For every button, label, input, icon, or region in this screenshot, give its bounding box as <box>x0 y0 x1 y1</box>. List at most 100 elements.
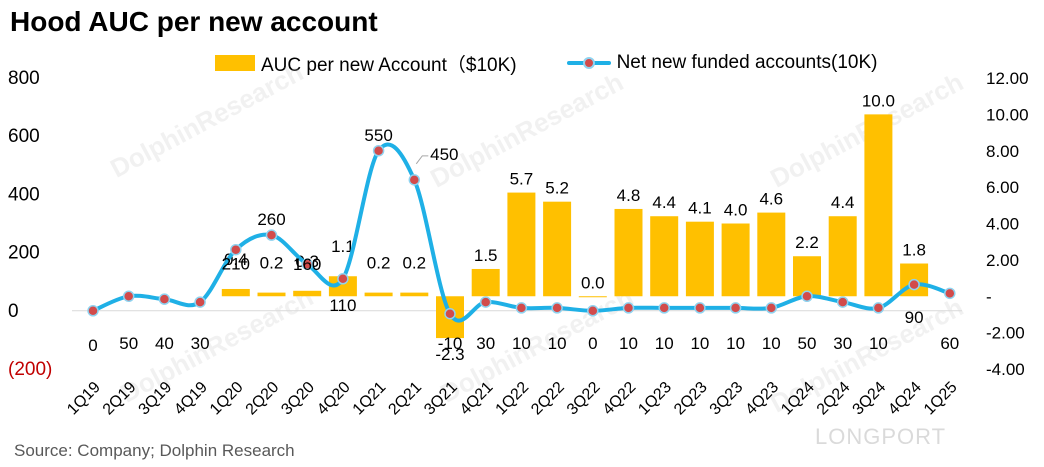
line-data-label: 0 <box>88 336 97 355</box>
line-point <box>158 293 171 305</box>
x-axis-tick-label: 3Q19 <box>136 379 176 419</box>
x-axis-tick-label: 3Q24 <box>850 379 890 419</box>
left-axis-tick-label: 600 <box>8 126 40 147</box>
x-axis-tick-label: 2Q19 <box>100 379 140 419</box>
left-axis-tick-label: 800 <box>8 68 40 89</box>
line-point <box>444 307 456 320</box>
source-note: Source: Company; Dolphin Research <box>14 441 295 460</box>
x-axis-tick-label: 1Q23 <box>635 379 675 419</box>
line-data-label: -10 <box>438 334 463 353</box>
line-data-label: 10 <box>762 334 781 353</box>
line-data-label: 10 <box>512 334 531 353</box>
line-point <box>122 290 135 302</box>
bar-data-label: 5.7 <box>510 170 534 189</box>
bar <box>614 208 643 297</box>
line-data-label: 10 <box>726 334 745 353</box>
right-axis-tick-label: 12.00 <box>986 69 1029 88</box>
bar-data-label: 4.0 <box>724 201 748 220</box>
line-data-label: 30 <box>476 334 495 353</box>
right-axis-tick-label: 4.00 <box>986 215 1019 234</box>
line-point <box>836 296 849 308</box>
line-data-label: 50 <box>119 334 138 353</box>
right-axis-tick-label: 2.00 <box>986 251 1019 270</box>
line-data-label: 0 <box>588 334 597 353</box>
x-axis-tick-label: 4Q23 <box>742 379 782 419</box>
line-data-label: 110 <box>329 296 356 315</box>
line-data-label: 10 <box>869 334 888 353</box>
bar <box>721 223 750 297</box>
legend: AUC per new Account（$10K) Net new funded… <box>215 52 878 76</box>
line-data-label: 90 <box>905 308 924 327</box>
x-axis-tick-label: 1Q24 <box>778 379 818 419</box>
bar-data-label: 4.4 <box>831 193 855 212</box>
bar-data-label: 1.5 <box>474 246 498 265</box>
line-point <box>622 302 635 314</box>
bar-data-label: -2.3 <box>435 345 464 364</box>
bar-data-label: 10.0 <box>862 91 895 110</box>
line-data-label: 10 <box>619 334 638 353</box>
bar <box>257 292 286 297</box>
line-data-label: 260 <box>257 210 285 229</box>
bar-data-label: 1.1 <box>331 237 355 256</box>
line-point <box>337 273 349 285</box>
line-point <box>587 305 599 317</box>
line-point <box>551 302 563 314</box>
bar <box>650 216 679 297</box>
left-axis-tick-label: 0 <box>8 301 19 322</box>
right-axis-tick-label: -2.00 <box>986 324 1025 343</box>
label-leader-line <box>415 155 429 165</box>
legend-bar-swatch <box>215 55 255 71</box>
bar-data-label: 4.1 <box>688 199 712 218</box>
x-axis-tick-label: 4Q21 <box>457 379 497 419</box>
bar <box>685 221 714 297</box>
bar-data-label: 0.0 <box>581 273 605 292</box>
left-axis-tick-label: (200) <box>8 359 52 380</box>
bar <box>471 268 500 297</box>
legend-line-label: Net new funded accounts(10K) <box>616 52 878 73</box>
x-axis-tick-label: 2Q23 <box>671 379 711 419</box>
bar <box>793 256 821 297</box>
line-point <box>944 287 956 300</box>
line-point <box>729 302 742 314</box>
right-axis-tick-label: - <box>986 287 992 306</box>
bar <box>364 292 393 297</box>
legend-bar-label: AUC per new Account（$10K) <box>261 54 517 76</box>
bar <box>757 212 786 297</box>
bar <box>328 276 357 297</box>
bar-data-label: 4.8 <box>617 186 641 205</box>
line-point <box>872 302 885 314</box>
bar-data-label: 4.4 <box>652 193 676 212</box>
line-data-label: 30 <box>191 334 210 353</box>
x-axis-tick-label: 4Q20 <box>314 379 354 419</box>
line-data-label: 60 <box>940 334 959 353</box>
x-axis-tick-label: 4Q22 <box>600 379 640 419</box>
line-data-label: 450 <box>430 145 458 164</box>
x-axis-tick-label: 1Q19 <box>64 379 104 419</box>
line-data-label: 10 <box>655 334 674 353</box>
bar-data-label: 0.2 <box>260 254 284 273</box>
chart-title: Hood AUC per new account <box>10 6 378 37</box>
right-axis-tick-label: 6.00 <box>986 178 1019 197</box>
line-data-label: 30 <box>833 334 852 353</box>
line-point <box>908 278 920 291</box>
line-point <box>408 174 421 186</box>
x-axis-tick-label: 3Q20 <box>278 379 318 419</box>
bar <box>864 114 893 297</box>
x-axis-tick-label: 1Q22 <box>493 379 533 419</box>
x-axis-tick-label: 3Q21 <box>421 379 461 419</box>
x-axis-tick-label: 1Q20 <box>207 379 247 419</box>
line-data-label: 160 <box>293 255 321 274</box>
x-axis-tick-label: 1Q25 <box>921 379 961 419</box>
right-axis-tick-label: 10.00 <box>986 105 1029 124</box>
line-data-label: 10 <box>690 334 709 353</box>
x-axis-tick-label: 4Q24 <box>885 379 925 419</box>
line-data-label: 210 <box>222 255 250 274</box>
line-point <box>694 302 706 314</box>
line-data-label: 40 <box>155 334 174 353</box>
x-axis-tick-label: 2Q22 <box>528 379 568 419</box>
bar <box>400 292 429 297</box>
bar <box>578 296 607 298</box>
line-point <box>87 305 99 317</box>
line-point <box>230 243 242 256</box>
